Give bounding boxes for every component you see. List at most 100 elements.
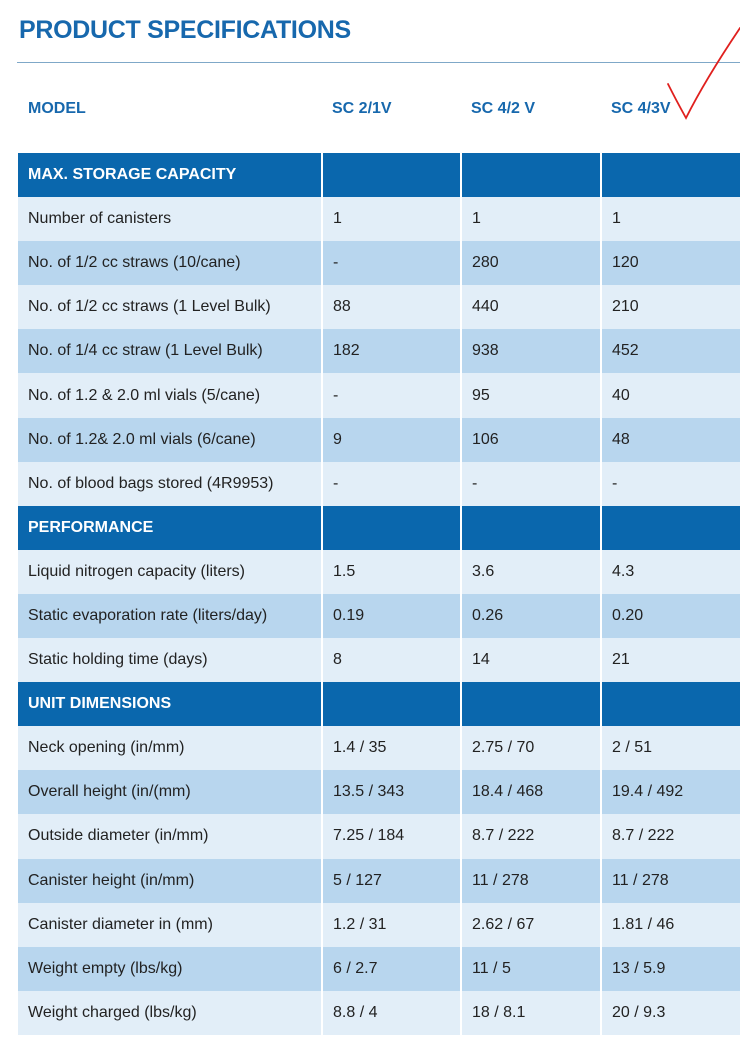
red-checkmark-annotation xyxy=(667,27,740,120)
spec-label: No. of blood bags stored (4R9953) xyxy=(18,461,323,506)
spec-value: 1.81 / 46 xyxy=(601,902,740,947)
spec-value: 11 / 278 xyxy=(461,858,602,903)
spec-label: Liquid nitrogen capacity (liters) xyxy=(18,549,323,594)
spec-value: 21 xyxy=(601,638,740,683)
section-title: PERFORMANCE xyxy=(18,505,323,550)
table-row: Number of canisters 1 1 1 xyxy=(18,197,740,242)
table-row: Canister diameter in (mm) 1.2 / 31 2.62 / … xyxy=(18,902,740,947)
spec-value: 3.6 xyxy=(461,549,602,594)
spec-label: No. of 1.2 & 2.0 ml vials (5/cane) xyxy=(18,373,323,418)
table-row: Canister height (in/mm) 5 / 127 11 / 278 11… xyxy=(18,858,740,903)
spec-value: - xyxy=(322,241,462,286)
spec-value: 280 xyxy=(461,241,602,286)
table-row: No. of 1.2 & 2.0 ml vials (5/cane) -95 40 xyxy=(18,373,740,418)
spec-label: Static holding time (days) xyxy=(18,638,323,683)
spec-value: 18.4 / 468 xyxy=(461,770,602,815)
spec-value: 8 xyxy=(322,638,462,683)
section-header-cell xyxy=(461,153,602,198)
spec-value: 8.8 / 4 xyxy=(322,990,462,1035)
table-row: No. of 1/4 cc straw (1 Level Bulk) 182 938… xyxy=(18,329,740,374)
model-column-1: SC 2/1V xyxy=(332,100,392,117)
spec-value: - xyxy=(601,461,740,506)
spec-value: 182 xyxy=(322,329,462,374)
spec-value: 14 xyxy=(461,638,602,683)
section-header-cell xyxy=(322,153,462,198)
spec-value: 11 / 5 xyxy=(461,946,602,991)
section-header: UNIT DIMENSIONS xyxy=(18,682,740,727)
spec-label: Overall height (in/(mm) xyxy=(18,770,323,815)
spec-label: Canister diameter in (mm) xyxy=(18,902,323,947)
section-header-cell xyxy=(601,505,740,550)
spec-label: Canister height (in/mm) xyxy=(18,858,323,903)
section-header-cell xyxy=(601,682,740,727)
spec-value: 13.5 / 343 xyxy=(322,770,462,815)
spec-value: 20 / 9.3 xyxy=(601,990,740,1035)
section-title: MAX. STORAGE CAPACITY xyxy=(18,153,323,198)
page-title: PRODUCT SPECIFICATIONS xyxy=(19,16,351,44)
table-row: No. of 1.2& 2.0 ml vials (6/cane) 9 106 48 xyxy=(18,417,740,462)
spec-value: 1.4 / 35 xyxy=(322,726,462,771)
spec-label: No. of 1.2& 2.0 ml vials (6/cane) xyxy=(18,417,323,462)
spec-value: 1 xyxy=(461,197,602,242)
model-column-3: SC 4/3V xyxy=(611,100,671,117)
table-row: No. of 1/2 cc straws (10/cane) -280 120 xyxy=(18,241,740,286)
section-header-cell xyxy=(322,505,462,550)
table-row: Outside diameter (in/mm) 7.25 / 184 8.7 / … xyxy=(18,814,740,859)
spec-value: 1.2 / 31 xyxy=(322,902,462,947)
spec-label: No. of 1/2 cc straws (1 Level Bulk) xyxy=(18,285,323,330)
model-column-2: SC 4/2 V xyxy=(471,100,536,117)
spec-value: 2.75 / 70 xyxy=(461,726,602,771)
spec-value: 0.26 xyxy=(461,593,602,639)
table-row: Liquid nitrogen capacity (liters) 1.5 3.6 4… xyxy=(18,549,740,594)
spec-value: 120 xyxy=(601,241,740,286)
spec-label: Outside diameter (in/mm) xyxy=(18,814,323,859)
spec-value: 938 xyxy=(461,329,602,374)
spec-value: 48 xyxy=(601,417,740,462)
section-header-cell xyxy=(461,682,602,727)
spec-value: 13 / 5.9 xyxy=(601,946,740,991)
spec-value: 6 / 2.7 xyxy=(322,946,462,991)
table-row: Overall height (in/(mm) 13.5 / 343 18.4 / … xyxy=(18,770,740,815)
table-row: Neck opening (in/mm) 1.4 / 35 2.75 / 70 2 /… xyxy=(18,726,740,771)
spec-value: 5 / 127 xyxy=(322,858,462,903)
spec-label: Weight empty (lbs/kg) xyxy=(18,946,323,991)
section-header: PERFORMANCE xyxy=(18,505,740,550)
spec-value: 1 xyxy=(601,197,740,242)
spec-label: No. of 1/2 cc straws (10/cane) xyxy=(18,241,323,286)
spec-label: Weight charged (lbs/kg) xyxy=(18,990,323,1035)
spec-value: 2 / 51 xyxy=(601,726,740,771)
section-header: MAX. STORAGE CAPACITY xyxy=(18,153,740,198)
table-row: Weight empty (lbs/kg) 6 / 2.7 11 / 5 13 / 5… xyxy=(18,946,740,991)
spec-value: - xyxy=(322,461,462,506)
spec-label: Static evaporation rate (liters/day) xyxy=(18,593,323,639)
table-row: Static holding time (days) 8 14 21 xyxy=(18,638,740,683)
divider xyxy=(17,62,740,63)
spec-label: No. of 1/4 cc straw (1 Level Bulk) xyxy=(18,329,323,374)
table-row: No. of 1/2 cc straws (1 Level Bulk) 88 440… xyxy=(18,285,740,330)
spec-label: Number of canisters xyxy=(18,197,323,242)
table-row: No. of blood bags stored (4R9953) - - - xyxy=(18,461,740,506)
spec-value: 2.62 / 67 xyxy=(461,902,602,947)
spec-value: 8.7 / 222 xyxy=(601,814,740,859)
spec-value: 95 xyxy=(461,373,602,418)
spec-value: 88 xyxy=(322,285,462,330)
spec-value: 4.3 xyxy=(601,549,740,594)
spec-value: 1.5 xyxy=(322,549,462,594)
section-header-cell xyxy=(322,682,462,727)
spec-value: 7.25 / 184 xyxy=(322,814,462,859)
spec-value: - xyxy=(322,373,462,418)
spec-value: 19.4 / 492 xyxy=(601,770,740,815)
spec-value: 8.7 / 222 xyxy=(461,814,602,859)
spec-label: Neck opening (in/mm) xyxy=(18,726,323,771)
table-row: Weight charged (lbs/kg) 8.8 / 4 18 / 8.1 20… xyxy=(18,990,740,1035)
spec-value: 440 xyxy=(461,285,602,330)
spec-value: 9 xyxy=(322,417,462,462)
section-title: UNIT DIMENSIONS xyxy=(18,682,323,727)
specifications-table: MAX. STORAGE CAPACITY Number of canisters… xyxy=(18,153,740,1035)
spec-value: 18 / 8.1 xyxy=(461,990,602,1035)
table-row: Static evaporation rate (liters/day) 0.19… xyxy=(18,593,740,639)
section-header-cell xyxy=(601,153,740,198)
spec-value: 0.19 xyxy=(322,593,462,639)
spec-value: 0.20 xyxy=(601,593,740,639)
spec-value: 210 xyxy=(601,285,740,330)
